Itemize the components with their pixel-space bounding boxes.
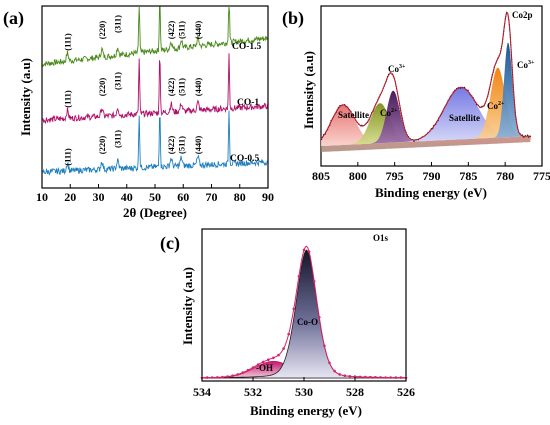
panel-c-plot xyxy=(200,245,408,380)
x-tick-label: 40 xyxy=(121,190,133,204)
panel-c-y-title: Intensity (a.u) xyxy=(180,267,195,345)
x-tick-label: 60 xyxy=(177,190,189,204)
peak-label: (440) xyxy=(193,136,203,155)
x-tick-label: 800 xyxy=(349,169,367,183)
x-tick-label: 790 xyxy=(423,169,441,183)
panel-b-y-title: Intensity (a.u) xyxy=(301,51,316,129)
panel-c-x-title: Binding energy (eV) xyxy=(250,403,362,418)
panel-a-letter: (a) xyxy=(3,8,24,29)
component-co-o xyxy=(201,249,407,379)
peak-label: (422) xyxy=(166,136,176,155)
panel-a: (a) (111)(220) (311) (422) (511) (440)(111)(… xyxy=(3,5,274,220)
series-label-co-0-5: CO-0.5 xyxy=(230,154,260,164)
x-tick-label: 20 xyxy=(64,190,76,204)
peak-label: (422) xyxy=(166,21,176,40)
peak-label: (220) xyxy=(97,136,107,155)
series-line-co-0-5 xyxy=(41,110,268,177)
x-tick-label: 775 xyxy=(533,169,550,183)
peak-label: (220) xyxy=(97,78,107,97)
x-tick-label: 90 xyxy=(262,190,274,204)
component-peak-6 xyxy=(321,42,531,146)
panel-a-x-axis: 10 20 30 40 50 60 70 80 90 xyxy=(36,184,274,204)
x-tick-label: 534 xyxy=(193,385,211,399)
series-label-co-1-5: CO-1.5 xyxy=(232,42,262,52)
peak-label: (511) xyxy=(176,78,186,96)
component-peak-2 xyxy=(321,103,531,146)
label-co3-plus-1: Co3+ xyxy=(388,64,406,74)
label-co2-plus-2: Co2+ xyxy=(487,101,505,111)
peak-label: (440) xyxy=(193,78,203,97)
label-oh: -OH xyxy=(256,363,273,373)
x-tick-label: 795 xyxy=(386,169,404,183)
panel-c-letter: (c) xyxy=(160,233,180,254)
x-tick-label: 50 xyxy=(149,190,161,204)
panel-c-x-axis: 534 532 530 528 526 xyxy=(193,377,415,399)
background-band xyxy=(321,136,531,152)
label-satellite-2: Satellite xyxy=(449,113,480,123)
label-co2-plus-1: Co2+ xyxy=(380,108,398,118)
panel-b-x-axis: 805 800 795 790 785 780 775 xyxy=(312,162,550,183)
x-tick-label: 528 xyxy=(346,385,364,399)
component-peak-5 xyxy=(321,67,531,146)
envelope-fit xyxy=(202,245,406,379)
x-tick-label: 80 xyxy=(234,190,246,204)
x-tick-label: 785 xyxy=(459,169,477,183)
panel-b-plot xyxy=(320,11,532,152)
series-line-co-1-5 xyxy=(41,6,268,68)
panel-a-x-title: 2θ (Degree) xyxy=(123,205,187,220)
x-tick-label: 532 xyxy=(244,385,262,399)
peak-label: (311) xyxy=(113,15,123,33)
peak-label: (511) xyxy=(176,21,186,39)
peak-label: (422) xyxy=(166,78,176,97)
peak-label: (311) xyxy=(113,72,123,90)
label-satellite-1: Satellite xyxy=(338,110,369,120)
x-tick-label: 70 xyxy=(206,190,218,204)
x-tick-label: 530 xyxy=(295,385,313,399)
panel-a-series xyxy=(41,6,268,177)
panel-c: (c) 534 532 530 528 526 O1s Binding energy (… xyxy=(160,228,415,418)
panel-b-title: Co2p xyxy=(512,10,533,20)
panel-b-letter: (b) xyxy=(282,8,304,29)
label-co-o: Co-O xyxy=(297,317,318,327)
x-tick-label: 526 xyxy=(397,385,415,399)
x-tick-label: 10 xyxy=(36,190,48,204)
component-peak-1 xyxy=(321,105,531,146)
peak-label: (220) xyxy=(97,21,107,40)
peak-label: (311) xyxy=(113,130,123,148)
peak-label: (111) xyxy=(62,33,72,51)
series-line-co-1 xyxy=(41,53,268,125)
peak-label: (111) xyxy=(62,90,72,108)
panel-a-y-title: Intensity (a.u) xyxy=(18,58,33,136)
panel-b: (b) 805 800 795 790 785 780 775 Co2p Binding e… xyxy=(282,5,550,200)
x-tick-label: 780 xyxy=(496,169,514,183)
peak-label: (511) xyxy=(176,136,186,154)
panel-c-title: O1s xyxy=(373,233,389,243)
envelope-fit xyxy=(320,12,531,141)
x-tick-label: 30 xyxy=(93,190,105,204)
peak-label: (111) xyxy=(62,148,72,166)
series-label-co-1: CO-1 xyxy=(237,98,259,108)
peak-label: (440) xyxy=(193,21,203,40)
panel-a-peak-labels: (111)(220) (311) (422) (511) (440)(111)(220)… xyxy=(62,15,203,166)
x-tick-label: 805 xyxy=(312,169,330,183)
panel-b-x-title: Binding energy (eV) xyxy=(375,185,487,200)
component-peak-4 xyxy=(321,87,531,146)
label-co3-plus-2: Co3+ xyxy=(517,60,535,70)
